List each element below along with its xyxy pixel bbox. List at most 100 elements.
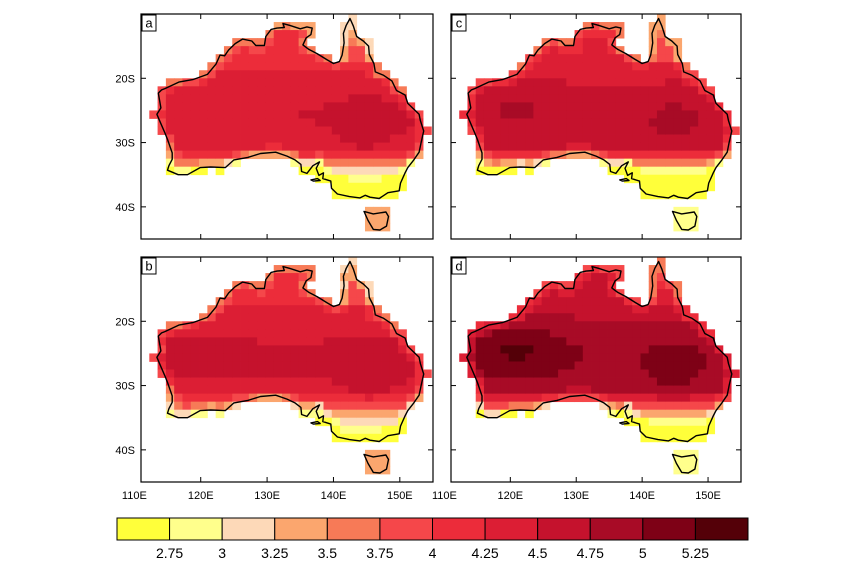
grid-cell	[706, 126, 716, 135]
grid-cell	[706, 86, 716, 95]
grid-cell	[656, 134, 666, 143]
grid-cell	[340, 94, 349, 103]
panel-tag-label: d	[455, 259, 462, 274]
grid-cell	[591, 30, 600, 39]
grid-cell	[290, 30, 300, 39]
grid-cell	[248, 313, 258, 322]
grid-cell	[722, 361, 732, 370]
grid-cell	[698, 433, 707, 443]
grid-cell	[656, 62, 666, 71]
grid-cell	[681, 401, 691, 411]
grid-cell	[516, 385, 526, 395]
grid-cell	[356, 345, 366, 354]
grid-cell	[566, 54, 575, 63]
grid-cell	[665, 102, 674, 111]
grid-cell	[364, 222, 374, 232]
grid-cell	[373, 134, 382, 143]
grid-cell	[323, 54, 333, 63]
grid-cell	[475, 86, 485, 95]
grid-cell	[665, 190, 674, 200]
grid-cell	[298, 321, 308, 330]
grid-cell	[665, 409, 674, 419]
grid-cell	[340, 401, 349, 411]
grid-cell	[574, 94, 584, 103]
grid-cell	[348, 54, 358, 63]
grid-cell	[406, 134, 416, 143]
grid-cell	[340, 337, 349, 346]
grid-cell	[607, 158, 617, 168]
grid-cell	[232, 86, 241, 95]
grid-cell	[257, 142, 266, 152]
grid-cell	[656, 182, 666, 192]
grid-cell	[665, 281, 674, 290]
grid-cell	[681, 86, 691, 95]
grid-cell	[558, 118, 567, 127]
grid-cell	[574, 313, 584, 322]
grid-cell	[257, 118, 266, 127]
grid-cell	[549, 369, 559, 378]
grid-cell	[681, 62, 691, 71]
grid-cell	[591, 273, 600, 282]
grid-cell	[190, 369, 200, 378]
grid-cell	[525, 305, 534, 314]
grid-cell	[323, 102, 333, 111]
grid-cell	[632, 361, 641, 370]
grid-cell	[199, 70, 208, 79]
grid-cell	[681, 102, 691, 111]
grid-cell	[648, 86, 658, 95]
lat-tick-label: 20S	[115, 73, 135, 85]
grid-cell	[640, 118, 650, 127]
grid-cell	[624, 78, 633, 87]
grid-cell	[582, 361, 592, 370]
grid-cell	[632, 305, 641, 314]
grid-cell	[673, 457, 683, 467]
grid-cell	[599, 321, 608, 330]
grid-cell	[599, 54, 608, 63]
grid-cell	[706, 353, 716, 362]
grid-cell	[483, 393, 493, 403]
grid-cell	[364, 465, 374, 475]
grid-cell	[340, 182, 349, 192]
grid-cell	[665, 126, 674, 135]
grid-cell	[673, 110, 683, 119]
grid-cell	[582, 393, 592, 403]
grid-cell	[265, 385, 275, 395]
grid-cell	[248, 94, 258, 103]
grid-cell	[290, 305, 300, 314]
grid-cell	[232, 54, 241, 63]
grid-cell	[681, 126, 691, 135]
grid-cell	[389, 190, 399, 200]
colorbar-swatch	[326, 517, 381, 541]
grid-cell	[574, 337, 584, 346]
grid-cell	[273, 22, 283, 31]
grid-cell	[582, 281, 592, 290]
grid-cell	[467, 126, 477, 135]
grid-cell	[398, 118, 407, 127]
grid-cell	[257, 329, 266, 338]
grid-cell	[157, 118, 167, 127]
grid-cell	[199, 393, 208, 403]
grid-cell	[306, 126, 316, 135]
grid-cell	[656, 158, 666, 168]
grid-cell	[232, 289, 241, 298]
grid-cell	[389, 94, 399, 103]
grid-cell	[483, 142, 493, 152]
grid-cell	[607, 86, 617, 95]
grid-cell	[199, 102, 208, 111]
grid-cell	[356, 182, 366, 192]
grid-cell	[190, 361, 200, 370]
grid-cell	[340, 54, 349, 63]
grid-cell	[406, 110, 416, 119]
grid-cell	[648, 385, 658, 395]
grid-cell	[492, 369, 501, 378]
grid-cell	[364, 281, 374, 290]
grid-cell	[698, 377, 707, 386]
grid-cell	[190, 393, 200, 403]
grid-cell	[223, 94, 233, 103]
grid-cell	[714, 393, 724, 403]
grid-cell	[348, 150, 358, 160]
grid-cell	[389, 377, 399, 386]
grid-cell	[541, 345, 551, 354]
grid-cell	[389, 126, 399, 135]
grid-cell	[722, 377, 732, 386]
